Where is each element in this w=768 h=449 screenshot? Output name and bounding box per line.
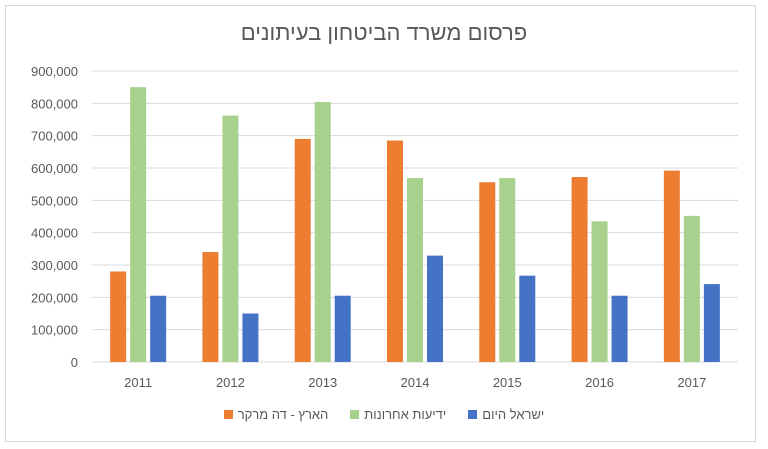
bar-2017-series-0	[663, 170, 680, 362]
bar-2013-series-0	[294, 138, 311, 362]
bar-2011-series-2	[150, 295, 167, 362]
y-tick-label: 800,000	[31, 96, 78, 111]
x-tick-label: 2015	[493, 375, 522, 390]
y-tick-label: 900,000	[31, 64, 78, 79]
y-tick-label: 100,000	[31, 323, 78, 338]
x-tick-label: 2011	[124, 375, 152, 390]
bar-2017-series-1	[683, 215, 700, 362]
bar-2017-series-2	[703, 284, 720, 362]
legend-item: ישראל היום	[468, 407, 544, 422]
legend-swatch	[468, 410, 478, 419]
y-tick-label: 500,000	[31, 193, 78, 208]
legend-swatch	[350, 410, 360, 419]
legend-item: הארץ - דה מרקר	[223, 407, 329, 422]
legend-label: הארץ - דה מרקר	[237, 407, 329, 422]
bar-2012-series-1	[222, 115, 239, 363]
legend: הארץ - דה מרקר ידיעות אחרונות ישראל היום	[0, 407, 768, 422]
legend-swatch	[223, 410, 233, 419]
legend-label: ידיעות אחרונות	[364, 407, 447, 422]
bar-2015-series-0	[479, 182, 496, 362]
y-tick-label: 200,000	[31, 290, 78, 305]
bar-2016-series-2	[611, 295, 628, 362]
x-tick-label: 2012	[216, 375, 245, 390]
bar-2012-series-2	[242, 313, 259, 362]
y-tick-label: 600,000	[31, 161, 78, 176]
chart-title: פרסום משרד הביטחון בעיתונים	[240, 20, 528, 45]
y-tick-label: 400,000	[31, 226, 78, 241]
legend-label: ישראל היום	[482, 407, 545, 422]
x-tick-label: 2017	[677, 375, 706, 390]
bar-2011-series-1	[130, 87, 147, 363]
chart-frame	[5, 5, 756, 442]
bar-2013-series-2	[334, 295, 351, 362]
y-tick-label: 700,000	[31, 129, 78, 144]
x-tick-label: 2014	[401, 375, 430, 390]
bar-2015-series-1	[499, 178, 516, 362]
bar-2016-series-0	[571, 177, 588, 362]
x-tick-label: 2013	[308, 375, 337, 390]
bar-2014-series-1	[407, 178, 423, 362]
y-tick-label: 0	[71, 355, 78, 370]
bar-2014-series-2	[427, 255, 443, 362]
y-tick-label: 300,000	[31, 258, 78, 273]
bar-2014-series-0	[387, 140, 403, 362]
bar-2016-series-1	[591, 221, 608, 362]
bar-2013-series-1	[314, 102, 331, 362]
bar-2011-series-0	[110, 271, 127, 362]
legend-item: ידיעות אחרונות	[350, 407, 446, 422]
x-tick-label: 2016	[585, 375, 614, 390]
bar-2015-series-2	[519, 275, 536, 362]
bar-2012-series-0	[202, 252, 219, 362]
